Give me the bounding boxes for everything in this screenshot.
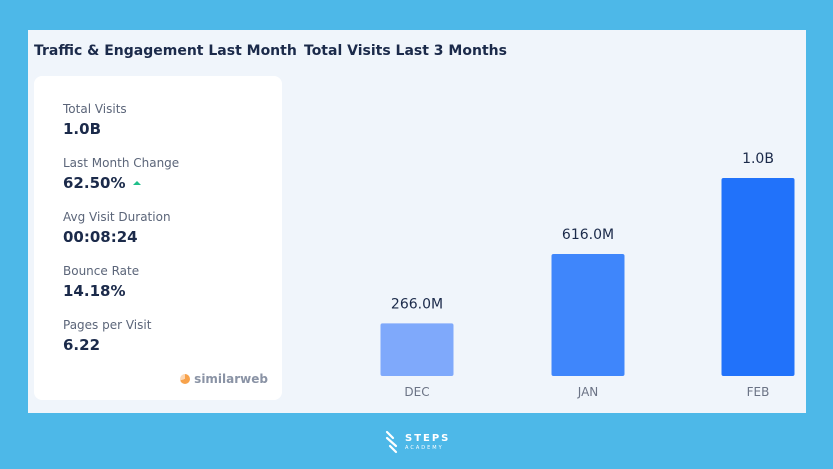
metric-pages-per-visit: Pages per Visit 6.22 [63,318,151,354]
total-visits-bar-chart: 266.0M DEC 616.0M JAN 1.0B FEB [380,151,795,399]
metric-bounce-rate: Bounce Rate 14.18% [63,264,139,300]
x-tick-jan: JAN [577,385,599,399]
metric-label: Avg Visit Duration [63,210,171,224]
data-label-feb: 1.0B [742,151,774,167]
traffic-engagement-title: Traffic & Engagement Last Month [34,43,297,59]
similarweb-icon [180,374,191,384]
metric-value-text: 62.50% [63,174,126,192]
metric-label: Last Month Change [63,156,180,170]
metric-value: 62.50% [63,174,179,192]
metric-total-visits: Total Visits 1.0B [63,102,127,138]
metric-value: 14.18% [63,282,139,300]
data-label-dec: 266.0M [391,296,443,312]
metric-value: 00:08:24 [63,228,171,246]
bar-jan [551,254,625,376]
dashboard-panel: Traffic & Engagement Last Month Total Vi… [28,30,806,413]
metric-value: 6.22 [63,336,151,354]
bar-dec [380,323,454,376]
metric-label: Pages per Visit [63,318,152,332]
data-label-jan: 616.0M [562,227,614,243]
metrics-card: Total Visits 1.0B Last Month Change 62.5… [34,76,282,400]
metric-value-text: 14.18% [63,282,126,300]
x-tick-feb: FEB [747,385,770,399]
bar-feb [721,178,795,376]
similarweb-logo-text: similarweb [194,372,268,386]
trend-up-icon [133,181,142,185]
total-visits-chart-title: Total Visits Last 3 Months [304,43,507,59]
steps-logo-icon [385,430,398,454]
metric-label: Total Visits [63,102,127,116]
brand-name: STEPS [405,433,451,444]
brand-subtitle: ACADEMY [405,445,444,451]
metric-value-text: 1.0B [63,120,102,138]
metric-label: Bounce Rate [63,264,140,278]
x-tick-dec: DEC [404,385,429,399]
brand-text: STEPS ACADEMY [405,433,450,451]
metric-value: 1.0B [63,120,127,138]
metric-last-month-change: Last Month Change 62.50% [63,156,179,192]
similarweb-logo: similarweb [180,372,268,386]
metric-avg-visit-duration: Avg Visit Duration 00:08:24 [63,210,171,246]
metric-value-text: 6.22 [63,336,101,354]
metric-value-text: 00:08:24 [63,228,138,246]
steps-academy-logo: STEPS ACADEMY [385,430,450,454]
